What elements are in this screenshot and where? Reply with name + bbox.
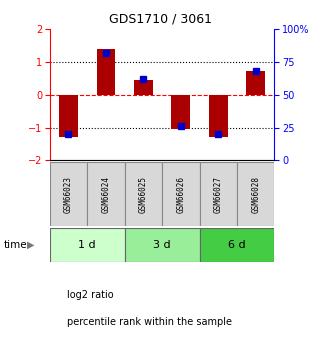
FancyBboxPatch shape [50, 162, 87, 226]
Text: ▶: ▶ [27, 240, 35, 250]
FancyBboxPatch shape [162, 162, 200, 226]
FancyBboxPatch shape [237, 162, 274, 226]
Bar [247, 71, 265, 95]
Text: GSM66025: GSM66025 [139, 176, 148, 213]
FancyBboxPatch shape [200, 228, 274, 262]
Text: GSM66028: GSM66028 [251, 176, 260, 213]
FancyBboxPatch shape [200, 162, 237, 226]
Text: log2 ratio: log2 ratio [67, 290, 114, 299]
Text: GSM66024: GSM66024 [101, 176, 110, 213]
FancyBboxPatch shape [125, 162, 162, 226]
Text: 6 d: 6 d [228, 240, 246, 250]
Text: 1 d: 1 d [78, 240, 96, 250]
Bar [171, 95, 190, 129]
Text: percentile rank within the sample: percentile rank within the sample [67, 317, 232, 327]
Bar [59, 95, 78, 138]
Bar [97, 49, 115, 95]
FancyBboxPatch shape [50, 228, 125, 262]
Text: GDS1710 / 3061: GDS1710 / 3061 [109, 12, 212, 25]
Bar [209, 95, 228, 138]
FancyBboxPatch shape [87, 162, 125, 226]
Text: GSM66023: GSM66023 [64, 176, 73, 213]
FancyBboxPatch shape [125, 228, 200, 262]
Text: GSM66026: GSM66026 [176, 176, 185, 213]
Text: GSM66027: GSM66027 [214, 176, 223, 213]
Text: 3 d: 3 d [153, 240, 171, 250]
Bar [134, 80, 153, 95]
Text: time: time [3, 240, 27, 250]
